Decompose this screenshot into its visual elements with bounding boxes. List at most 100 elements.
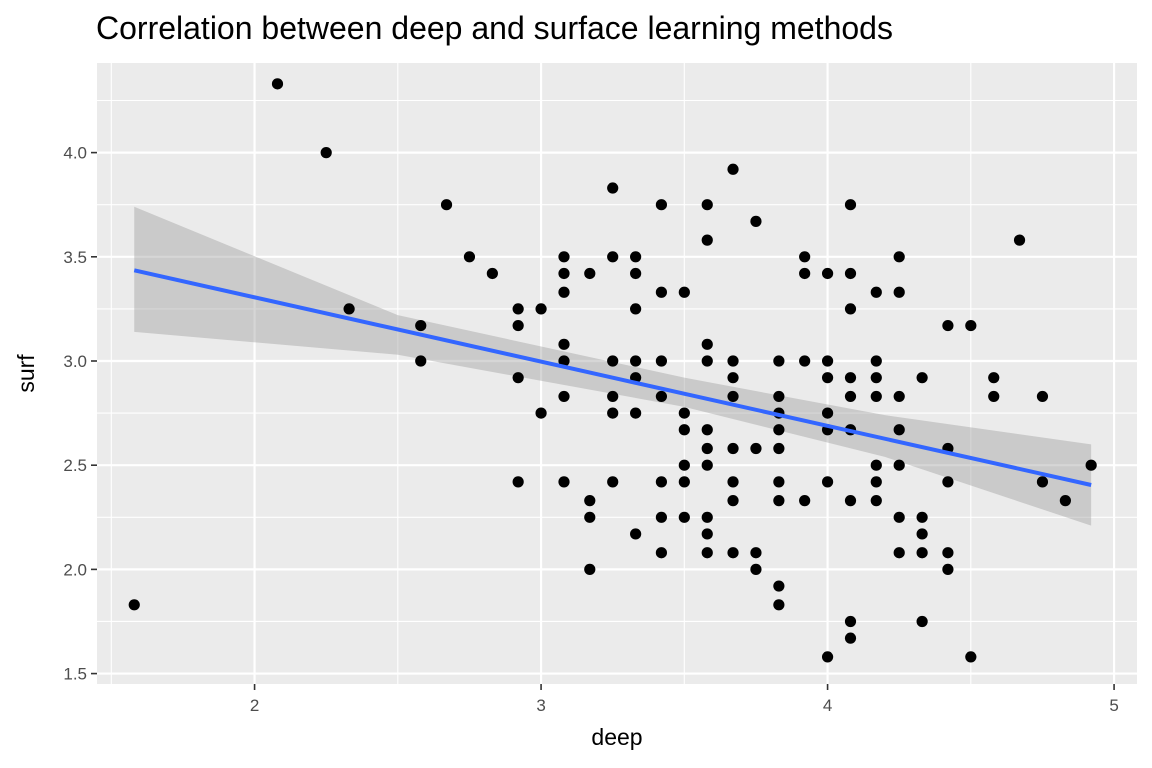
x-axis-title: deep bbox=[591, 724, 642, 750]
y-tick-label: 1.5 bbox=[63, 665, 87, 684]
data-point bbox=[773, 476, 785, 488]
y-tick-label: 2.5 bbox=[63, 456, 87, 475]
chart-title: Correlation between deep and surface lea… bbox=[96, 10, 893, 46]
data-point bbox=[655, 547, 668, 559]
data-point bbox=[678, 476, 690, 488]
data-point bbox=[844, 390, 857, 403]
data-point bbox=[512, 303, 524, 315]
data-point bbox=[821, 267, 834, 280]
data-point bbox=[584, 495, 596, 507]
data-point bbox=[893, 511, 905, 523]
data-point bbox=[727, 355, 739, 367]
data-point bbox=[655, 286, 668, 298]
data-point bbox=[607, 407, 619, 419]
data-point bbox=[128, 599, 140, 611]
data-point bbox=[535, 407, 547, 419]
data-point bbox=[965, 651, 977, 663]
data-point bbox=[750, 547, 762, 559]
data-point bbox=[821, 476, 834, 488]
data-point bbox=[916, 528, 928, 540]
data-point bbox=[893, 286, 905, 298]
data-point bbox=[343, 303, 355, 315]
data-point bbox=[655, 199, 668, 211]
data-point bbox=[1085, 459, 1097, 471]
data-point bbox=[916, 547, 928, 559]
data-point bbox=[893, 424, 905, 436]
data-point bbox=[655, 355, 668, 367]
data-point bbox=[942, 547, 954, 559]
data-point bbox=[630, 407, 642, 419]
data-point bbox=[271, 78, 284, 90]
data-point bbox=[773, 424, 785, 436]
data-point bbox=[415, 319, 427, 332]
data-point bbox=[678, 511, 690, 523]
data-point bbox=[773, 442, 785, 455]
data-point bbox=[750, 563, 762, 575]
data-point bbox=[630, 528, 642, 540]
data-point bbox=[701, 547, 713, 559]
data-point bbox=[773, 355, 785, 367]
data-point bbox=[440, 199, 453, 211]
data-point bbox=[727, 547, 739, 559]
plot-panel bbox=[97, 63, 1137, 684]
data-point bbox=[727, 495, 739, 507]
y-axis-title: surf bbox=[13, 354, 39, 393]
data-point bbox=[678, 407, 690, 419]
points-layer bbox=[128, 78, 1097, 663]
data-point bbox=[773, 495, 785, 507]
data-point bbox=[701, 338, 713, 350]
data-point bbox=[916, 511, 928, 523]
data-point bbox=[893, 390, 905, 403]
data-point bbox=[942, 563, 954, 575]
data-point bbox=[607, 390, 619, 403]
data-point bbox=[916, 372, 928, 384]
data-point bbox=[844, 372, 857, 384]
data-point bbox=[1059, 495, 1071, 507]
data-point bbox=[607, 182, 619, 194]
data-point bbox=[870, 355, 882, 367]
data-point bbox=[821, 651, 834, 663]
data-point bbox=[870, 286, 882, 298]
data-point bbox=[799, 267, 811, 280]
y-tick-label: 3.5 bbox=[63, 248, 87, 267]
data-point bbox=[799, 355, 811, 367]
data-point bbox=[799, 495, 811, 507]
data-point bbox=[463, 251, 476, 263]
data-point bbox=[844, 615, 857, 628]
data-point bbox=[701, 442, 713, 455]
data-point bbox=[1013, 234, 1026, 246]
y-tick-label: 4.0 bbox=[63, 144, 87, 163]
data-point bbox=[678, 459, 690, 471]
x-tick-label: 3 bbox=[536, 696, 545, 715]
data-point bbox=[773, 580, 785, 592]
data-point bbox=[678, 286, 690, 298]
data-point bbox=[727, 442, 739, 455]
data-point bbox=[320, 147, 332, 159]
x-tick-label: 4 bbox=[823, 696, 832, 715]
data-point bbox=[870, 372, 882, 384]
data-point bbox=[727, 476, 739, 488]
axes: 2 3 4 5 1.5 2.0 2.5 3.0 3.5 4.0 bbox=[63, 144, 1118, 715]
data-point bbox=[558, 355, 570, 367]
data-point bbox=[870, 459, 882, 471]
data-point bbox=[988, 390, 1000, 403]
y-tick-label: 2.0 bbox=[63, 560, 87, 579]
data-point bbox=[558, 267, 570, 280]
x-tick-label: 5 bbox=[1109, 696, 1118, 715]
data-point bbox=[893, 547, 905, 559]
data-point bbox=[630, 355, 642, 367]
data-point bbox=[701, 424, 713, 436]
regression-line bbox=[133, 268, 1092, 487]
data-point bbox=[1036, 476, 1049, 488]
data-point bbox=[512, 476, 524, 488]
data-point bbox=[701, 199, 713, 211]
data-point bbox=[701, 511, 713, 523]
data-point bbox=[584, 511, 596, 523]
data-point bbox=[630, 303, 642, 315]
data-point bbox=[844, 199, 857, 211]
data-point bbox=[727, 163, 739, 175]
data-point bbox=[584, 563, 596, 575]
data-point bbox=[655, 511, 668, 523]
data-point bbox=[1036, 390, 1049, 403]
